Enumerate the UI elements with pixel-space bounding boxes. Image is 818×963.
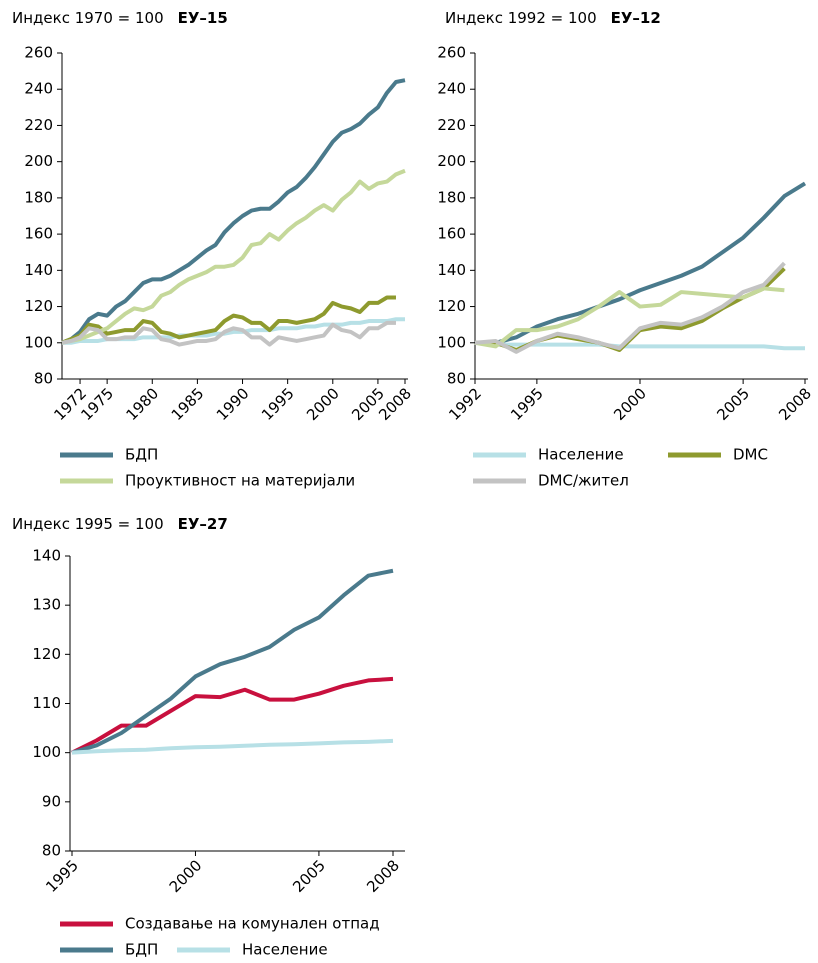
x-tick-label: 2000: [166, 856, 206, 896]
y-tick-label: 100: [32, 743, 61, 761]
y-tick-label: 260: [24, 44, 53, 62]
y-tick-label: 80: [42, 842, 61, 860]
title-index: Индекс 1995 = 100: [12, 515, 164, 533]
chart-title: Индекс 1995 = 100 ЕУ–27: [12, 515, 228, 533]
legend-label: Проуктивност на материјали: [125, 472, 355, 490]
y-tick-label: 160: [437, 225, 466, 243]
legend-label: Население: [538, 446, 624, 464]
y-tick-label: 220: [437, 116, 466, 134]
x-tick-label: 1995: [507, 384, 547, 424]
legend-label: БДП: [125, 941, 158, 959]
legend-label: Создавање на комунален отпад: [125, 915, 380, 933]
y-tick-label: 120: [32, 645, 61, 663]
title-region: ЕУ–12: [611, 9, 661, 27]
y-tick-label: 120: [437, 297, 466, 315]
series-line: [71, 738, 394, 755]
y-tick-label: 110: [32, 694, 61, 712]
y-tick-label: 80: [34, 370, 53, 388]
x-tick-label: 1995: [258, 384, 298, 424]
y-tick-label: 90: [42, 792, 61, 810]
series-line: [61, 168, 406, 345]
y-tick-label: 160: [24, 225, 53, 243]
y-tick-label: 140: [437, 261, 466, 279]
y-tick-label: 200: [437, 152, 466, 170]
x-tick-label: 1985: [168, 384, 208, 424]
title-index: Индекс 1992 = 100: [445, 9, 597, 27]
y-tick-label: 100: [24, 333, 53, 351]
x-tick-label: 2005: [289, 856, 329, 896]
x-tick-label: 2000: [303, 384, 343, 424]
legend-label: БДП: [125, 446, 158, 464]
series-line: [474, 261, 786, 354]
series-line: [71, 676, 394, 755]
series-line: [71, 568, 394, 755]
x-tick-label: 2005: [713, 384, 753, 424]
x-tick-label: 1995: [42, 856, 82, 896]
series-line: [61, 78, 406, 345]
y-tick-label: 240: [24, 80, 53, 98]
y-tick-label: 130: [32, 596, 61, 614]
y-tick-label: 140: [24, 261, 53, 279]
series-line: [61, 295, 396, 345]
y-tick-label: 260: [437, 44, 466, 62]
series-line: [475, 181, 807, 345]
title-index: Индекс 1970 = 100: [12, 9, 164, 27]
y-tick-label: 180: [437, 188, 466, 206]
series-line: [61, 320, 396, 347]
chart-title: Индекс 1992 = 100 ЕУ–12: [445, 9, 661, 27]
y-tick-label: 80: [447, 370, 466, 388]
x-tick-label: 1975: [77, 384, 117, 424]
x-tick-label: 1992: [445, 384, 485, 424]
x-tick-label: 1990: [213, 384, 253, 424]
series-line: [474, 286, 785, 349]
chart-title: Индекс 1970 = 100 ЕУ–15: [12, 9, 228, 27]
y-tick-label: 200: [24, 152, 53, 170]
x-tick-label: 2008: [363, 856, 403, 896]
x-tick-label: 2008: [775, 384, 815, 424]
y-tick-label: 240: [437, 80, 466, 98]
title-region: ЕУ–27: [178, 515, 228, 533]
y-tick-label: 180: [24, 188, 53, 206]
legend-label: DMC: [733, 446, 768, 464]
title-region: ЕУ–15: [178, 9, 228, 27]
x-tick-label: 1980: [123, 384, 163, 424]
legend-label: Население: [242, 941, 328, 959]
legend-label: DMC/жител: [538, 472, 629, 490]
y-tick-label: 120: [24, 297, 53, 315]
x-tick-label: 2000: [610, 384, 650, 424]
y-tick-label: 220: [24, 116, 53, 134]
y-tick-label: 140: [32, 547, 61, 565]
x-tick-label: 2008: [375, 384, 415, 424]
y-tick-label: 100: [437, 333, 466, 351]
